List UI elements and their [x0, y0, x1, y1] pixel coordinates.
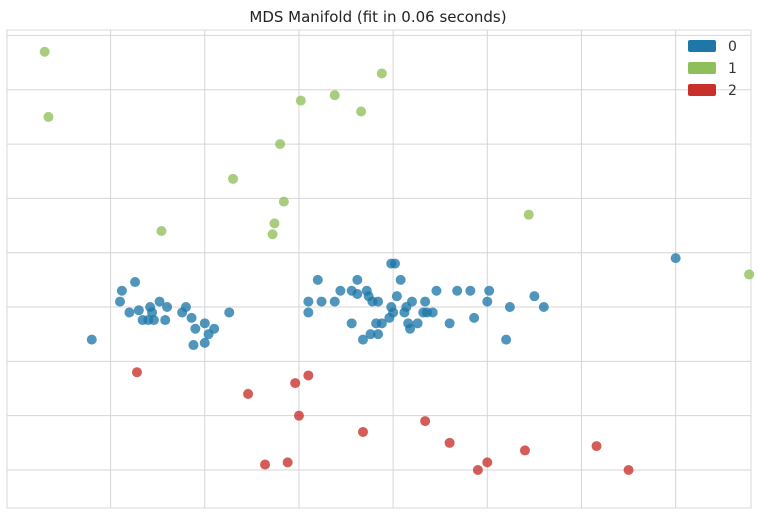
legend: 0 1 2	[688, 39, 737, 99]
point-series-1-8	[295, 95, 306, 106]
point-series-0-1	[224, 307, 235, 318]
point-series-2-10	[444, 437, 455, 448]
point-series-0-53	[154, 296, 165, 307]
point-series-1-2	[156, 225, 167, 236]
point-series-0-70	[538, 302, 549, 313]
point-series-1-9	[329, 90, 340, 101]
point-series-0-11	[335, 285, 346, 296]
point-series-1-11	[376, 68, 387, 79]
point-series-0-63	[133, 305, 144, 316]
point-series-0-60	[199, 337, 210, 348]
point-series-0-45	[357, 334, 368, 345]
point-series-0-69	[529, 291, 540, 302]
point-series-0-12	[346, 318, 357, 329]
point-series-2-6	[420, 416, 431, 427]
legend-label-1: 1	[728, 61, 737, 77]
point-series-1-6	[269, 218, 280, 229]
point-series-0-44	[384, 312, 395, 323]
point-series-1-0	[39, 46, 50, 57]
point-series-0-39	[420, 296, 431, 307]
legend-swatch-0	[688, 40, 716, 52]
point-series-0-36	[482, 296, 493, 307]
point-series-0-66	[130, 277, 141, 288]
point-series-0-32	[465, 285, 476, 296]
point-series-0-4	[312, 274, 323, 285]
point-series-0-43	[376, 318, 387, 329]
point-series-0-38	[403, 318, 414, 329]
point-series-0-0	[199, 318, 210, 329]
point-series-0-10	[329, 296, 340, 307]
point-series-0-68	[670, 253, 681, 264]
point-series-0-59	[188, 340, 199, 351]
point-series-0-3	[209, 323, 220, 334]
point-series-2-9	[282, 457, 293, 468]
point-series-1-10	[356, 106, 367, 117]
point-series-1-4	[278, 196, 289, 207]
point-series-0-15	[352, 288, 363, 299]
point-series-2-8	[260, 459, 271, 470]
point-series-0-21	[395, 274, 406, 285]
point-series-0-20	[391, 291, 402, 302]
point-series-2-12	[472, 464, 483, 475]
legend-label-0: 0	[728, 39, 737, 55]
point-series-0-29	[431, 285, 442, 296]
point-series-2-7	[482, 457, 493, 468]
point-series-0-28	[427, 307, 438, 318]
point-series-0-30	[444, 318, 455, 329]
point-series-0-9	[303, 307, 314, 318]
point-series-0-17	[373, 296, 384, 307]
point-series-0-37	[504, 302, 515, 313]
chart-title: MDS Manifold (fit in 0.06 seconds)	[249, 8, 506, 26]
point-series-0-65	[148, 315, 159, 326]
point-series-1-7	[275, 139, 286, 150]
point-series-0-52	[147, 307, 158, 318]
point-series-0-67	[116, 285, 127, 296]
point-series-1-12	[523, 209, 534, 220]
point-series-2-5	[357, 426, 368, 437]
point-series-0-49	[115, 296, 126, 307]
point-series-0-47	[390, 258, 401, 269]
point-series-0-54	[162, 302, 173, 313]
point-series-0-35	[501, 334, 512, 345]
point-series-1-5	[267, 229, 278, 240]
point-series-0-7	[303, 296, 314, 307]
point-series-2-13	[519, 445, 530, 456]
point-series-2-14	[623, 464, 634, 475]
point-series-1-3	[228, 173, 239, 184]
point-series-0-14	[352, 274, 363, 285]
point-series-0-57	[186, 312, 197, 323]
point-series-1-1	[43, 111, 54, 122]
legend-swatch-1	[688, 62, 716, 74]
point-series-0-16	[361, 285, 372, 296]
legend-swatch-2	[688, 84, 716, 96]
point-series-0-34	[484, 285, 495, 296]
point-series-1-13	[744, 269, 755, 280]
point-series-2-4	[293, 410, 304, 421]
point-series-0-58	[190, 323, 201, 334]
point-series-2-2	[290, 378, 301, 389]
point-series-0-56	[180, 302, 191, 313]
point-series-0-62	[137, 315, 148, 326]
point-series-2-3	[303, 370, 314, 381]
point-series-0-41	[365, 329, 376, 340]
point-series-0-8	[316, 296, 327, 307]
point-series-0-48	[86, 334, 97, 345]
point-series-2-0	[131, 367, 142, 378]
legend-label-2: 2	[728, 83, 737, 99]
point-series-0-33	[469, 312, 480, 323]
point-series-2-11	[591, 441, 602, 452]
point-series-2-1	[243, 388, 254, 399]
point-series-0-64	[160, 315, 171, 326]
grid-layer	[7, 30, 751, 508]
point-series-0-25	[412, 318, 423, 329]
point-series-0-50	[124, 307, 135, 318]
point-series-0-71	[401, 302, 412, 313]
plot-area	[6, 29, 752, 509]
point-series-0-31	[452, 285, 463, 296]
points-layer	[39, 46, 755, 475]
point-series-0-42	[373, 329, 384, 340]
